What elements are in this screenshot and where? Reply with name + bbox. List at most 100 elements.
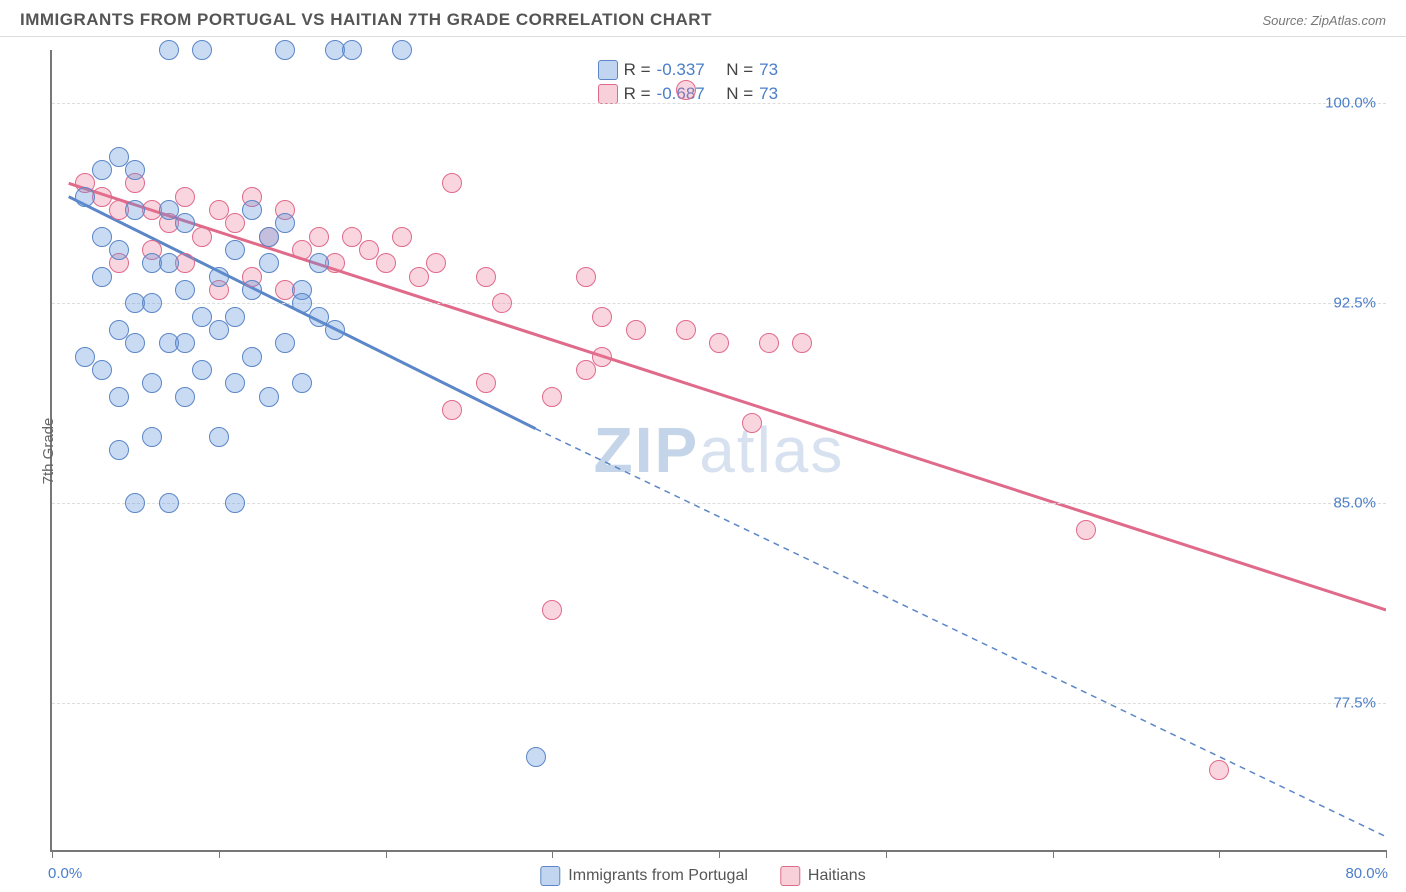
scatter-point bbox=[125, 493, 145, 513]
y-tick-label: 77.5% bbox=[1333, 695, 1376, 712]
scatter-point bbox=[192, 360, 212, 380]
y-tick-label: 100.0% bbox=[1325, 95, 1376, 112]
swatch-pink bbox=[598, 84, 618, 104]
scatter-point bbox=[426, 253, 446, 273]
scatter-point bbox=[142, 293, 162, 313]
scatter-point bbox=[159, 493, 179, 513]
gridline bbox=[52, 303, 1386, 304]
scatter-point bbox=[576, 360, 596, 380]
scatter-point bbox=[142, 373, 162, 393]
scatter-point bbox=[159, 253, 179, 273]
scatter-point bbox=[175, 333, 195, 353]
scatter-point bbox=[709, 333, 729, 353]
scatter-point bbox=[175, 187, 195, 207]
scatter-point bbox=[192, 307, 212, 327]
scatter-point bbox=[75, 347, 95, 367]
series-legend: Immigrants from Portugal Haitians bbox=[540, 866, 865, 886]
scatter-point bbox=[576, 267, 596, 287]
gridline bbox=[52, 503, 1386, 504]
scatter-point bbox=[125, 160, 145, 180]
scatter-point bbox=[209, 427, 229, 447]
scatter-point bbox=[542, 600, 562, 620]
swatch-pink-icon bbox=[780, 866, 800, 886]
trend-lines bbox=[52, 50, 1386, 850]
scatter-point bbox=[325, 320, 345, 340]
scatter-point bbox=[242, 347, 262, 367]
scatter-point bbox=[442, 173, 462, 193]
scatter-point bbox=[109, 440, 129, 460]
scatter-point bbox=[1209, 760, 1229, 780]
scatter-point bbox=[109, 240, 129, 260]
scatter-point bbox=[592, 347, 612, 367]
scatter-point bbox=[542, 387, 562, 407]
scatter-point bbox=[359, 240, 379, 260]
scatter-point bbox=[275, 333, 295, 353]
scatter-point bbox=[742, 413, 762, 433]
plot-region: ZIPatlas R = -0.337 N = 73 R = -0.687 N … bbox=[50, 50, 1386, 852]
scatter-point bbox=[626, 320, 646, 340]
legend-row-blue: R = -0.337 N = 73 bbox=[598, 58, 778, 82]
scatter-point bbox=[259, 227, 279, 247]
scatter-point bbox=[442, 400, 462, 420]
scatter-point bbox=[259, 387, 279, 407]
scatter-point bbox=[526, 747, 546, 767]
scatter-point bbox=[342, 227, 362, 247]
scatter-point bbox=[492, 293, 512, 313]
x-tick bbox=[552, 850, 553, 858]
scatter-point bbox=[242, 200, 262, 220]
legend-item-blue: Immigrants from Portugal bbox=[540, 866, 748, 886]
scatter-point bbox=[175, 387, 195, 407]
scatter-point bbox=[292, 373, 312, 393]
scatter-point bbox=[309, 307, 329, 327]
legend-item-pink: Haitians bbox=[780, 866, 866, 886]
scatter-point bbox=[125, 200, 145, 220]
watermark: ZIPatlas bbox=[594, 413, 845, 487]
scatter-point bbox=[209, 200, 229, 220]
scatter-point bbox=[225, 307, 245, 327]
scatter-point bbox=[175, 280, 195, 300]
scatter-point bbox=[1076, 520, 1096, 540]
scatter-point bbox=[292, 293, 312, 313]
scatter-point bbox=[242, 280, 262, 300]
scatter-point bbox=[392, 227, 412, 247]
n-value-blue: 73 bbox=[759, 60, 778, 80]
scatter-point bbox=[676, 80, 696, 100]
x-axis-min: 0.0% bbox=[48, 865, 82, 882]
scatter-point bbox=[92, 267, 112, 287]
y-tick-label: 92.5% bbox=[1333, 295, 1376, 312]
scatter-point bbox=[209, 320, 229, 340]
scatter-point bbox=[209, 267, 229, 287]
swatch-blue-icon bbox=[540, 866, 560, 886]
x-tick bbox=[719, 850, 720, 858]
scatter-point bbox=[476, 373, 496, 393]
source-label: Source: ZipAtlas.com bbox=[1262, 13, 1386, 28]
r-value-blue: -0.337 bbox=[657, 60, 705, 80]
x-axis-max: 80.0% bbox=[1345, 865, 1388, 882]
x-tick bbox=[219, 850, 220, 858]
x-tick bbox=[1219, 850, 1220, 858]
scatter-point bbox=[259, 253, 279, 273]
scatter-point bbox=[392, 40, 412, 60]
scatter-point bbox=[175, 213, 195, 233]
scatter-point bbox=[275, 213, 295, 233]
scatter-point bbox=[225, 240, 245, 260]
y-tick-label: 85.0% bbox=[1333, 495, 1376, 512]
scatter-point bbox=[109, 387, 129, 407]
scatter-point bbox=[109, 147, 129, 167]
scatter-point bbox=[92, 160, 112, 180]
x-tick bbox=[886, 850, 887, 858]
scatter-point bbox=[792, 333, 812, 353]
scatter-point bbox=[192, 40, 212, 60]
n-value-pink: 73 bbox=[759, 84, 778, 104]
scatter-point bbox=[292, 240, 312, 260]
scatter-point bbox=[75, 187, 95, 207]
scatter-point bbox=[376, 253, 396, 273]
scatter-point bbox=[275, 40, 295, 60]
scatter-point bbox=[92, 360, 112, 380]
chart-title: IMMIGRANTS FROM PORTUGAL VS HAITIAN 7TH … bbox=[20, 10, 712, 30]
gridline bbox=[52, 103, 1386, 104]
scatter-point bbox=[309, 253, 329, 273]
y-axis-label: 7th Grade bbox=[40, 418, 57, 485]
scatter-point bbox=[409, 267, 429, 287]
scatter-point bbox=[142, 427, 162, 447]
